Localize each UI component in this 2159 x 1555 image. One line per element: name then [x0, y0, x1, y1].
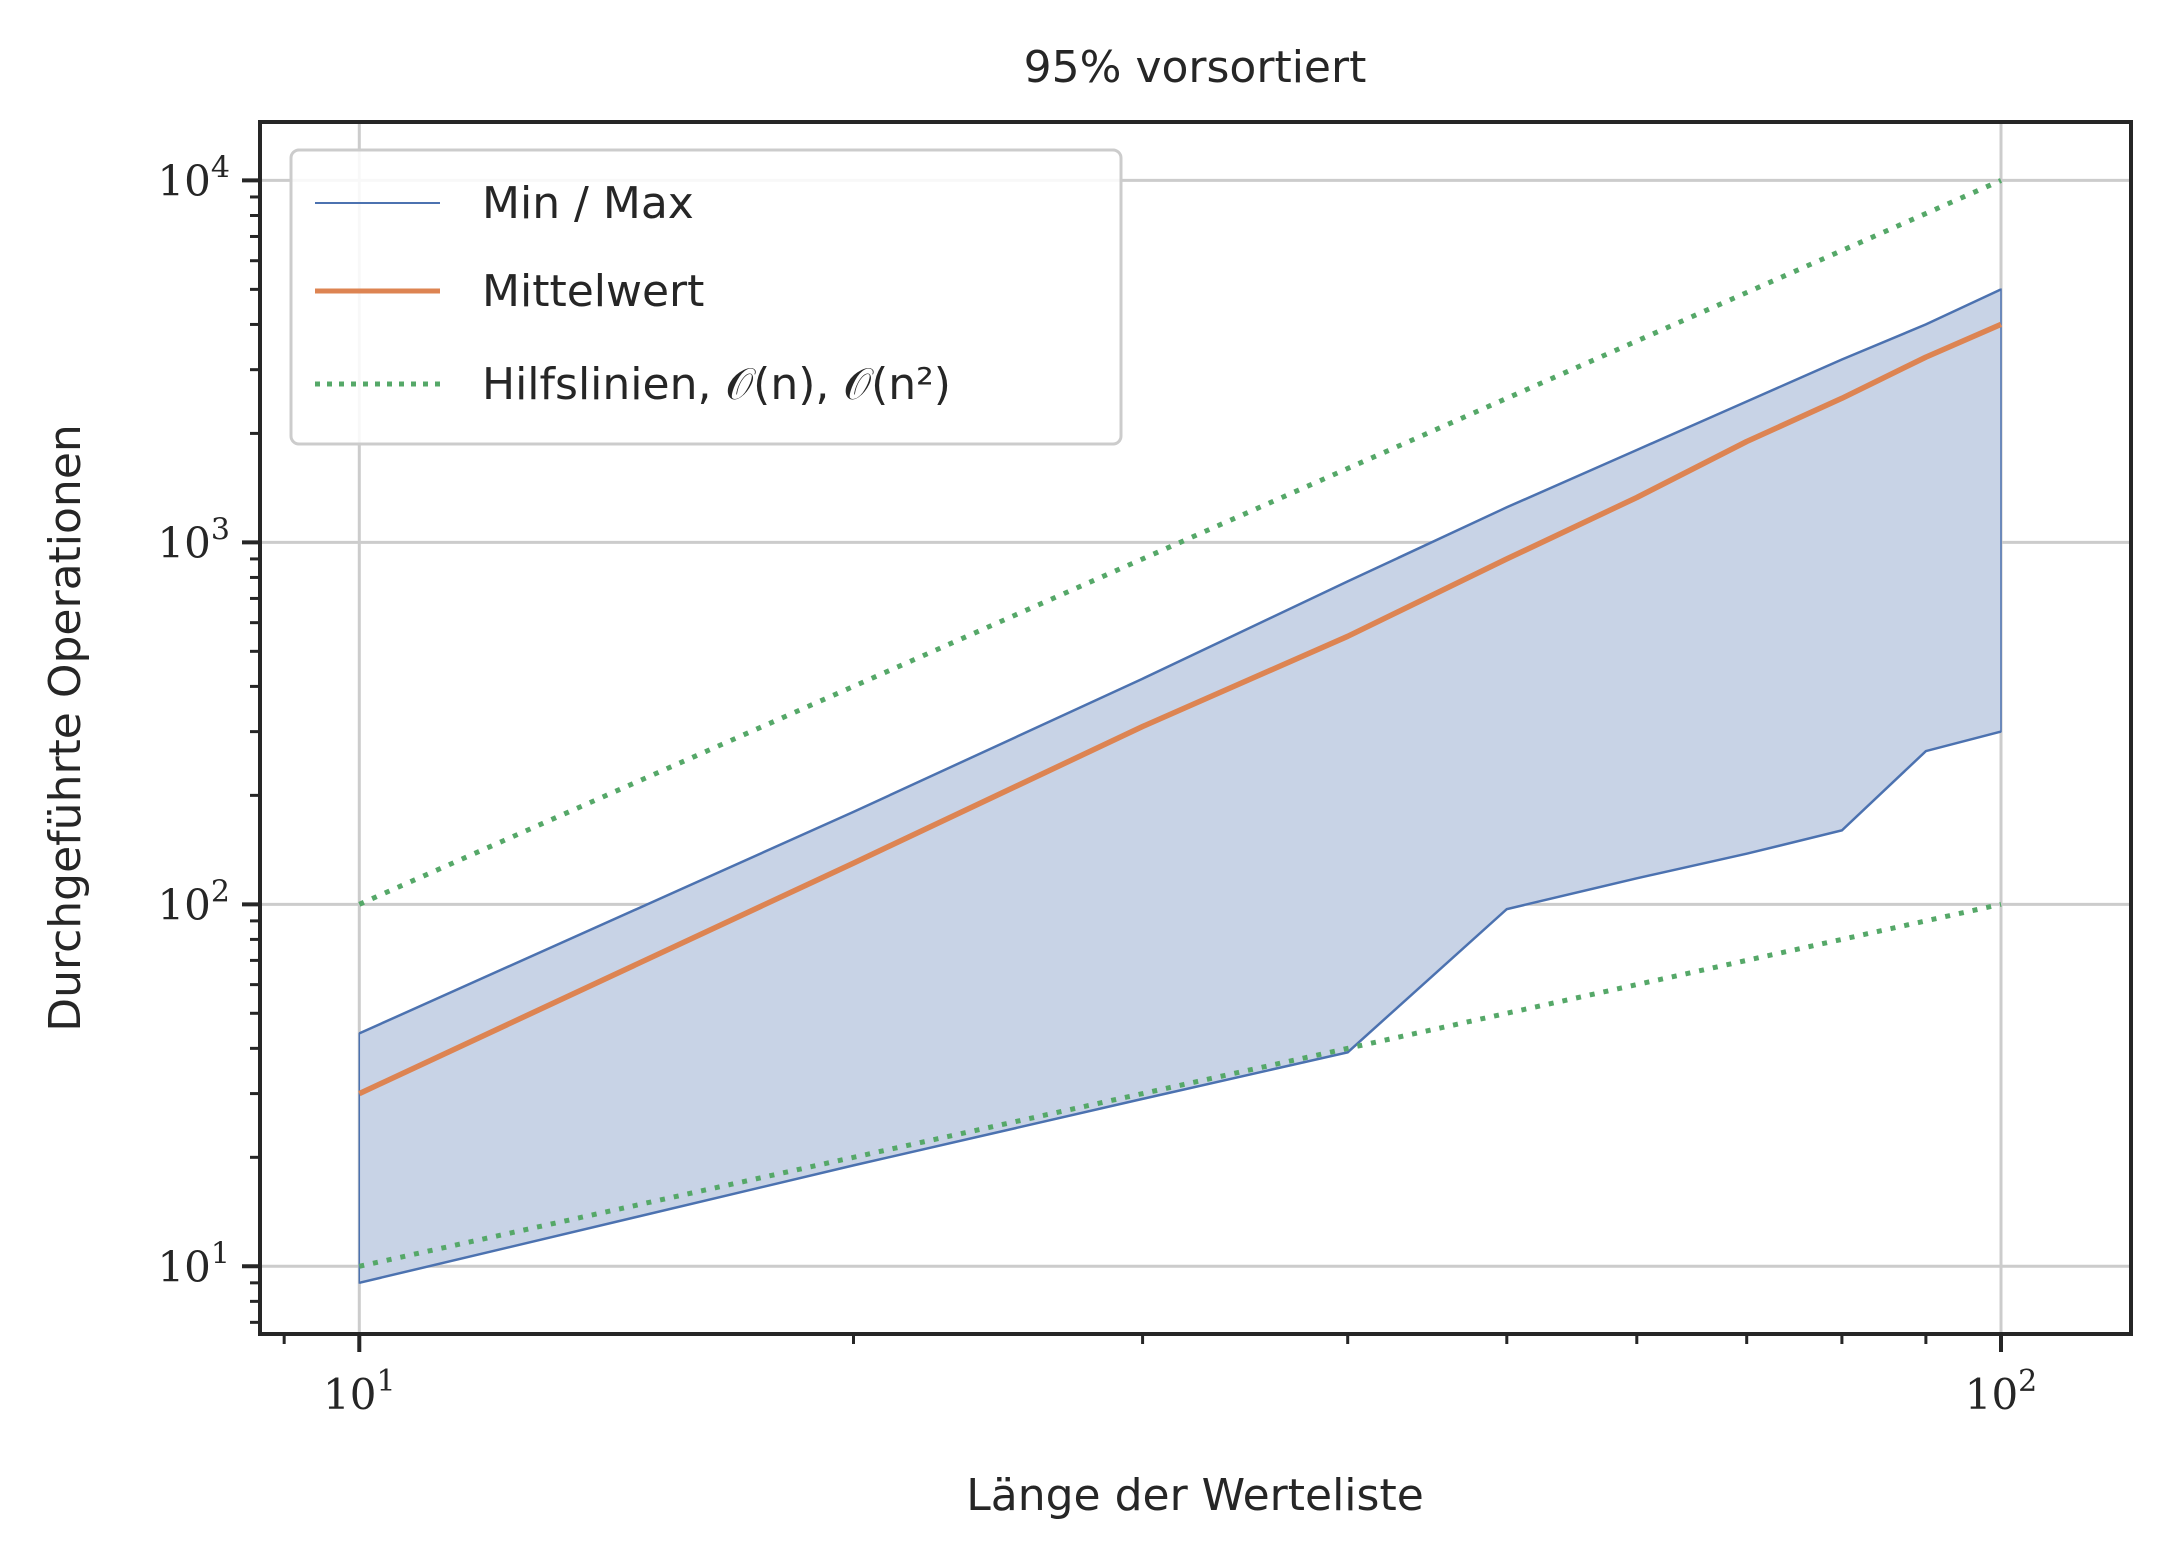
axis-tick-labels: 101 102 103 104 101 102	[157, 150, 2037, 1419]
min-max-band	[358, 288, 2002, 1285]
y-tick-label-3: 104	[157, 150, 230, 205]
mean-series	[358, 321, 2003, 1097]
chart-title: 95% vorsortiert	[1024, 42, 1367, 93]
x-axis-label: Länge der Werteliste	[966, 1470, 1424, 1521]
guide-lines	[358, 178, 2003, 1269]
legend-label-mittelwert: Mittelwert	[482, 266, 704, 317]
plot-frame	[258, 120, 2133, 1336]
legend-box	[289, 148, 1123, 446]
max-line	[358, 288, 2002, 1035]
axis-ticks	[242, 178, 2004, 1352]
legend-label-hilfslinien: Hilfslinien, 𝒪(n), 𝒪(n²)	[482, 359, 951, 410]
y-axis-label: Durchgeführte Operationen	[40, 424, 91, 1032]
guide-line-1	[358, 178, 2003, 907]
mean-line	[358, 321, 2003, 1097]
x-tick-label-1: 102	[1965, 1364, 2038, 1419]
min-line	[359, 730, 2002, 1285]
legend-label-min-max: Min / Max	[482, 178, 694, 229]
y-tick-label-0: 101	[157, 1236, 230, 1291]
guide-line-0	[358, 901, 2002, 1269]
y-tick-label-1: 102	[157, 874, 230, 929]
y-tick-label-2: 103	[157, 512, 230, 567]
legend: Min / Max Mittelwert Hilfslinien, 𝒪(n), …	[289, 148, 1123, 446]
x-tick-label-0: 101	[323, 1364, 396, 1419]
